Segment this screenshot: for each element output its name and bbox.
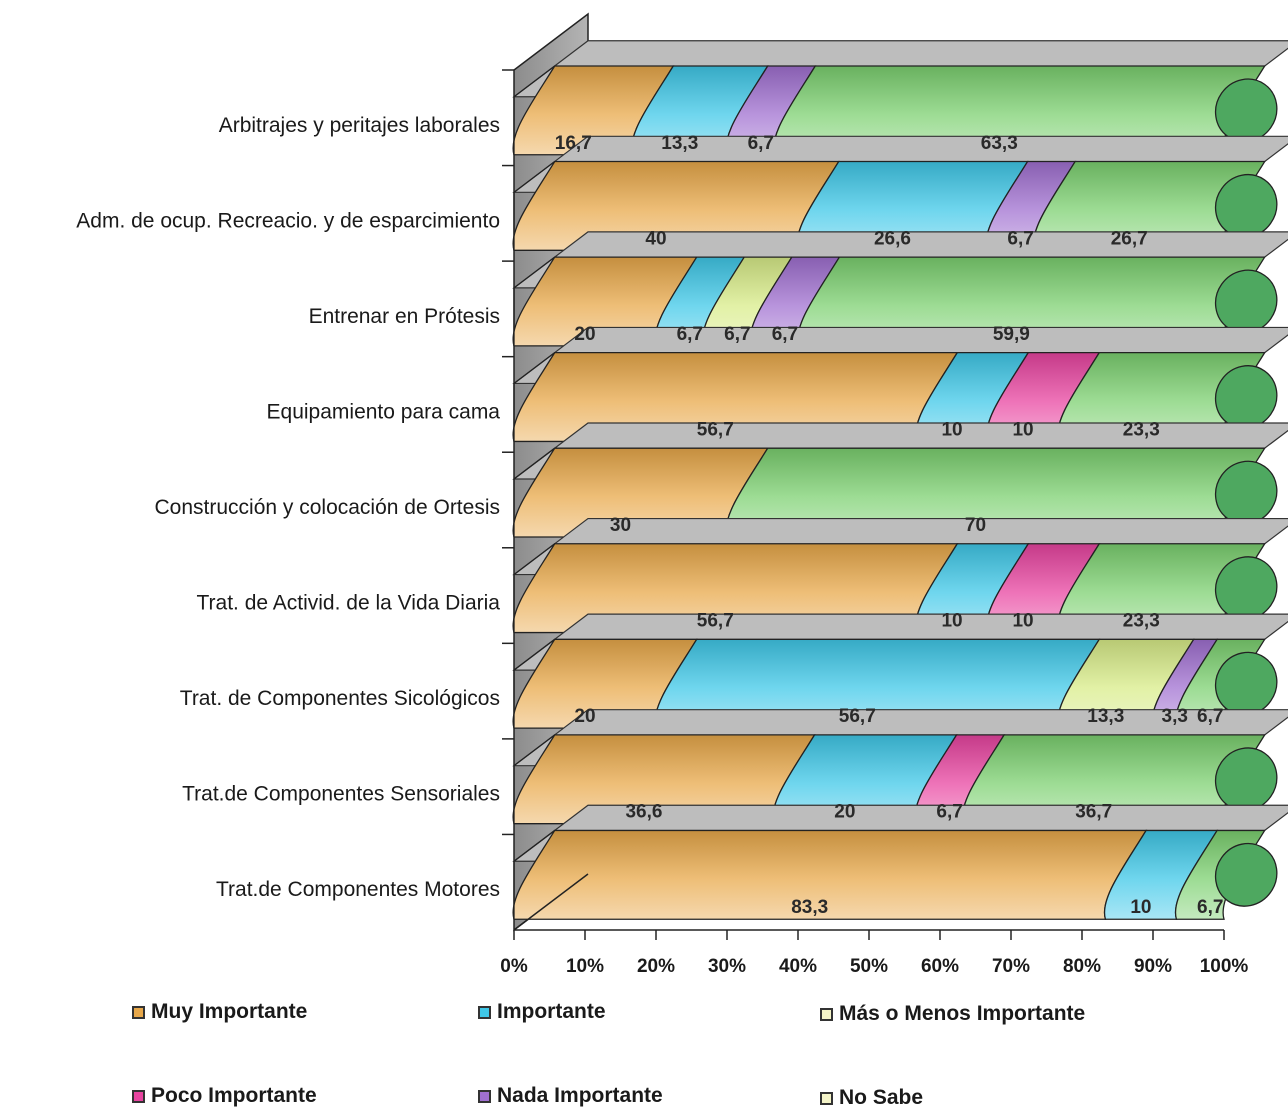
x-tick-label: 70% [992, 956, 1030, 977]
data-label: 36,7 [1075, 802, 1112, 823]
x-tick-label: 30% [708, 956, 746, 977]
data-label: 20 [574, 706, 595, 727]
bar-row [512, 40, 1288, 156]
bar-left-edge [513, 734, 556, 824]
category-label: Trat. de Activid. de la Vida Diaria [197, 592, 501, 615]
bar-left-edge [513, 256, 556, 346]
data-label: 20 [574, 324, 595, 345]
data-label: 6,7 [1197, 897, 1223, 918]
data-label: 13,3 [1087, 706, 1124, 727]
bar-left-edge [513, 638, 556, 729]
bar-left-edge [513, 543, 556, 633]
category-label: Adm. de ocup. Recreacio. y de esparcimie… [76, 209, 500, 232]
bar-left-edge [513, 352, 556, 442]
bar-row [512, 709, 1288, 825]
x-tick-label: 80% [1063, 956, 1101, 977]
category-label: Construcción y colocación de Ortesis [155, 496, 501, 519]
data-label: 26,7 [1111, 228, 1148, 249]
data-label: 56,7 [697, 611, 734, 632]
bar-left-edge [513, 447, 556, 537]
data-label: 26,6 [874, 228, 911, 249]
data-label: 6,7 [936, 802, 962, 823]
data-label: 6,7 [1197, 706, 1223, 727]
category-label: Trat.de Componentes Sensoriales [182, 783, 500, 806]
data-label: 13,3 [661, 133, 698, 154]
bar-row [512, 231, 1288, 347]
data-label: 10 [1130, 897, 1151, 918]
bar-segment [512, 829, 1148, 920]
bar-left-edge [513, 65, 556, 155]
data-label: 83,3 [791, 897, 828, 918]
data-label: 6,7 [772, 324, 798, 345]
data-label: 6,7 [748, 133, 774, 154]
data-label: 10 [1012, 611, 1033, 632]
x-tick-label: 60% [921, 956, 959, 977]
x-axis-depth-line [513, 873, 589, 931]
data-label: 3,3 [1162, 706, 1188, 727]
bar-left-edge [513, 161, 556, 251]
category-label: Entrenar en Prótesis [309, 305, 500, 328]
x-tick-label: 10% [566, 956, 604, 977]
data-label: 63,3 [981, 133, 1018, 154]
bar-row [512, 135, 1288, 251]
category-label: Equipamiento para cama [267, 400, 501, 423]
category-label: Trat.de Componentes Motores [216, 878, 500, 901]
data-label: 23,3 [1123, 611, 1160, 632]
category-label: Trat. de Componentes Sicológicos [180, 687, 500, 710]
data-label: 59,9 [993, 324, 1030, 345]
bar-row [512, 326, 1288, 443]
bar-row [512, 804, 1288, 920]
x-tick-label: 40% [779, 956, 817, 977]
data-label: 10 [1012, 419, 1033, 440]
data-label: 30 [610, 515, 631, 536]
bar-left-edge [513, 829, 556, 920]
data-label: 23,3 [1123, 419, 1160, 440]
x-tick-label: 90% [1134, 956, 1172, 977]
data-label: 40 [645, 228, 666, 249]
data-label: 6,7 [677, 324, 703, 345]
x-tick-label: 100% [1200, 956, 1249, 977]
data-label: 16,7 [555, 133, 592, 154]
data-label: 10 [941, 419, 962, 440]
x-tick-label: 20% [637, 956, 675, 977]
data-label: 20 [834, 802, 855, 823]
bar-end-cap [1214, 842, 1278, 907]
x-tick-label: 0% [500, 956, 528, 977]
data-label: 6,7 [724, 324, 750, 345]
data-label: 6,7 [1007, 228, 1033, 249]
data-label: 10 [941, 611, 962, 632]
data-label: 56,7 [697, 419, 734, 440]
category-label: Arbitrajes y peritajes laborales [219, 114, 500, 137]
x-tick-label: 50% [850, 956, 888, 977]
bar-row [512, 422, 1288, 538]
bar-row [512, 517, 1288, 634]
bar-row [512, 613, 1288, 729]
data-label: 70 [965, 515, 986, 536]
data-label: 36,6 [625, 802, 662, 823]
data-label: 56,7 [839, 706, 876, 727]
